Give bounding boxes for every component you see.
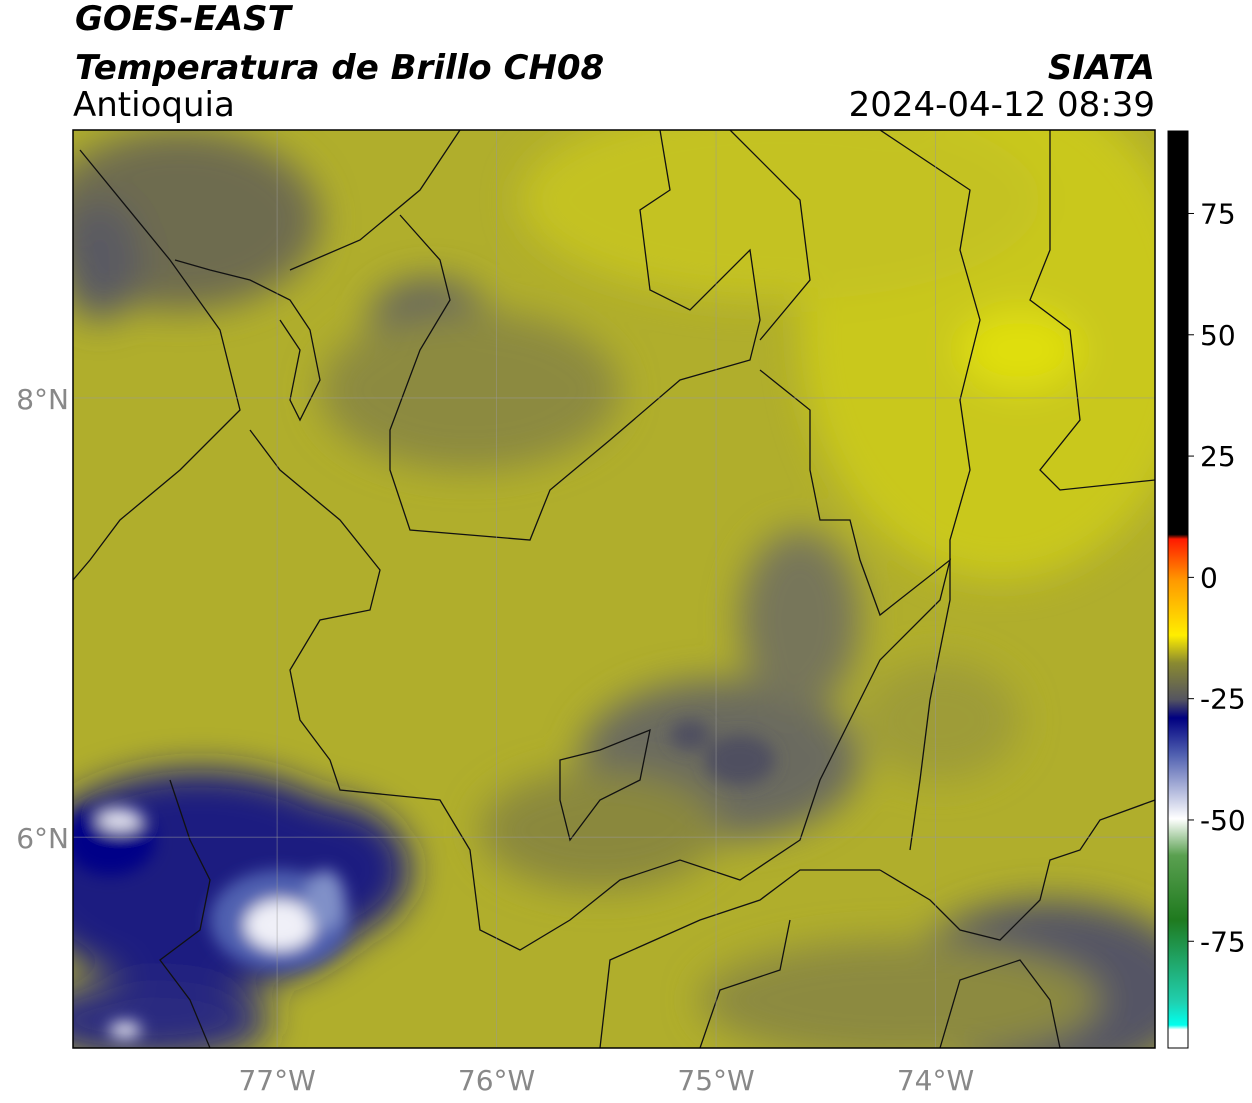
x-tick-label: 76°W (458, 1064, 535, 1097)
satellite-image (73, 130, 1155, 1048)
colorbar-tick-label: 0 (1200, 561, 1218, 594)
title: GOES-EAST (75, 0, 294, 39)
colorbar (1167, 130, 1189, 1049)
colorbar-tick-label: 75 (1200, 197, 1236, 230)
y-tick-label: 8°N (16, 383, 69, 416)
datetime: 2024-04-12 08:39 (849, 85, 1155, 125)
subtitle: Temperatura de Brillo CH08 (75, 48, 604, 88)
source: SIATA (1048, 48, 1155, 88)
map-frame (72, 129, 1156, 1049)
colorbar-tick-label: -25 (1200, 683, 1246, 716)
colorbar-tick-label: 25 (1200, 440, 1236, 473)
x-tick-label: 77°W (238, 1064, 315, 1097)
region: Antioquia (73, 85, 235, 125)
colorbar-tick-label: -75 (1200, 925, 1246, 958)
x-tick-label: 74°W (897, 1064, 974, 1097)
x-tick-label: 75°W (677, 1064, 754, 1097)
y-tick-label: 6°N (16, 822, 69, 855)
colorbar-tick-label: 50 (1200, 319, 1236, 352)
colorbar-tick-label: -50 (1200, 804, 1246, 837)
